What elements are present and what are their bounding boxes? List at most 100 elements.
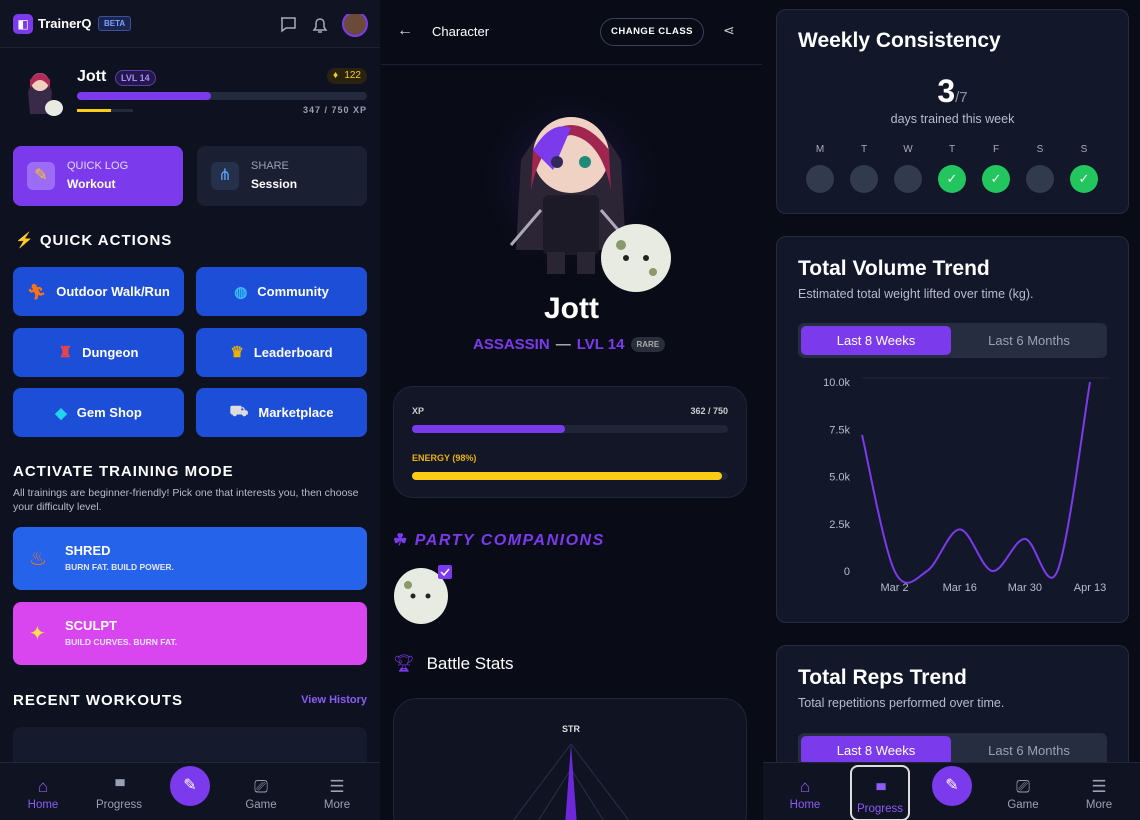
character-name: Jott: [544, 292, 599, 325]
tab-active[interactable]: Last 8 Weeks: [801, 326, 951, 355]
nav-item[interactable]: ⎚ Game: [993, 763, 1053, 820]
training-mode-card[interactable]: ♨ SHRED BURN FAT. BUILD POWER.: [13, 527, 367, 590]
volume-chart: 0 2.5k 5.0k 7.5k 10.0k Mar 2 Mar 16 Mar 30 Apr 1…: [823, 377, 1110, 594]
y-tick-label: 2.5k: [829, 519, 850, 531]
companion[interactable]: [393, 563, 457, 627]
action-icon: 🏃︎: [27, 283, 47, 301]
beta-badge: BETA: [98, 16, 132, 31]
nav-label: Home: [27, 799, 59, 811]
change-class-button[interactable]: CHANGE CLASS: [600, 18, 704, 46]
quick-action-button[interactable]: ♜ Dungeon: [13, 327, 184, 377]
x-tick-label: Mar 30: [1008, 582, 1042, 594]
day-indicator: [850, 165, 878, 193]
y-tick-label: 10.0k: [823, 377, 850, 389]
logo: ◧: [13, 14, 33, 34]
nav-item[interactable]: ▮▮▮ Progress: [850, 765, 910, 820]
weekly-subtitle: days trained this week: [890, 112, 1015, 126]
nav-item[interactable]: ⎚ Game: [231, 763, 291, 820]
xp-track: [412, 425, 728, 433]
volume-title: Total Volume Trend: [798, 257, 990, 280]
action-label: Dungeon: [82, 344, 139, 360]
action-icon: ◆: [55, 404, 67, 422]
divider: [381, 64, 762, 65]
character-art: [481, 85, 671, 292]
day-indicator: ✓: [938, 165, 966, 193]
quick-action-button[interactable]: 🏃︎ Outdoor Walk/Run: [13, 267, 184, 316]
day-label: F: [992, 144, 1000, 155]
nav-icon: ☰: [1091, 777, 1107, 796]
bell-icon[interactable]: [312, 18, 328, 33]
nav-label: Game: [1007, 799, 1039, 811]
section-title: ⚡ QUICK ACTIONS: [15, 232, 173, 249]
separator: —: [555, 336, 571, 353]
back-button[interactable]: ←: [397, 22, 413, 39]
weekly-title: Weekly Consistency: [798, 29, 1001, 52]
action-icon: ◍: [234, 283, 248, 301]
party-title: ☘ PARTY COMPANIONS: [393, 532, 605, 549]
tabs: Last 8 Weeks Last 6 Months: [798, 323, 1107, 358]
stamina-fill: [77, 109, 111, 112]
quick-action-button[interactable]: ◆ Gem Shop: [13, 388, 184, 437]
gem-value: 122: [344, 70, 361, 81]
stats-card: XP 362 / 750 ENERGY (98%): [393, 386, 747, 498]
button-subtitle: Session: [251, 177, 298, 191]
volume-subtitle: Estimated total weight lifted over time …: [798, 287, 1034, 301]
bottom-nav: ⌂ Home ▮▮▮ Progress ⎚ Game ☰ More ✎: [0, 762, 380, 820]
view-history-link[interactable]: View History: [301, 694, 367, 706]
quick-action-button[interactable]: ♛ Leaderboard: [196, 327, 367, 377]
log-fab[interactable]: ✎: [929, 763, 975, 809]
log-fab[interactable]: ✎: [167, 763, 213, 809]
mode-tagline: BURN FAT. BUILD POWER.: [65, 562, 174, 572]
x-tick-label: Apr 13: [1074, 582, 1106, 594]
nav-label: Progress: [95, 799, 143, 811]
bottom-nav: ⌂ Home ▮▮▮ Progress ⎚ Game ☰ More ✎: [763, 762, 1140, 820]
profile-art: [28, 73, 63, 116]
radar-card: STR: [393, 698, 747, 820]
day-label: T: [948, 144, 956, 155]
quick-actions-title: QUICK ACTIONS: [39, 232, 173, 249]
quick-action-button[interactable]: ⛟ Marketplace: [196, 388, 367, 437]
nav-item[interactable]: ☰ More: [307, 763, 367, 820]
mode-icon: ✦: [29, 623, 46, 645]
gem-count: ♦ 122: [327, 68, 367, 84]
nav-item[interactable]: ▮▮▮ Progress: [89, 763, 149, 820]
nav-item[interactable]: ☰ More: [1069, 763, 1129, 820]
radar: [512, 743, 630, 820]
quick-log-button[interactable]: ✎ QUICK LOG Workout: [13, 146, 183, 206]
xp-fill: [412, 425, 565, 433]
quick-action-button[interactable]: ◍ Community: [196, 267, 367, 316]
x-tick-label: Mar 2: [881, 582, 909, 594]
nav-icon: ☰: [329, 777, 345, 796]
home-panel: ◧ TrainerQ BETA Jott LVL 14 ♦ 122 347 / 7…: [0, 0, 380, 820]
nav-label: More: [323, 799, 351, 811]
tab[interactable]: Last 6 Months: [988, 743, 1070, 758]
mode-icon: ♨: [29, 548, 47, 570]
avatar[interactable]: [342, 14, 368, 37]
class-name: ASSASSIN: [473, 336, 550, 353]
party-title-text: PARTY COMPANIONS: [414, 532, 605, 549]
reps-subtitle: Total repetitions performed over time.: [798, 696, 1005, 710]
mode-name: SCULPT: [65, 618, 117, 633]
progress-panel: Weekly Consistency 3/7 days trained this…: [763, 0, 1140, 820]
share-button[interactable]: ⋔ SHARE Session: [197, 146, 367, 206]
nav-item[interactable]: ⌂ Home: [13, 763, 73, 820]
nav-label: More: [1085, 799, 1113, 811]
nav-label: Progress: [856, 803, 904, 815]
reps-title: Total Reps Trend: [798, 666, 967, 689]
y-tick-label: 0: [844, 566, 850, 578]
chat-icon[interactable]: [281, 17, 296, 33]
profile-name: Jott: [77, 68, 107, 85]
stat-label: STR: [562, 724, 580, 734]
class-level: LVL 14: [576, 336, 625, 353]
share-button[interactable]: ⋖: [723, 22, 735, 38]
nav-item[interactable]: ⌂ Home: [775, 763, 835, 820]
day-indicator: [806, 165, 834, 193]
training-mode-card[interactable]: ✦ SCULPT BUILD CURVES. BURN FAT.: [13, 602, 367, 665]
nav-label: Home: [789, 799, 821, 811]
mode-tagline: BUILD CURVES. BURN FAT.: [65, 637, 178, 647]
tab[interactable]: Last 6 Months: [988, 333, 1070, 348]
volume-card: Total Volume Trend Estimated total weigh…: [776, 236, 1129, 623]
xp-value: 362 / 750: [690, 406, 728, 416]
day-indicator: [894, 165, 922, 193]
tab-active[interactable]: Last 8 Weeks: [801, 736, 951, 765]
